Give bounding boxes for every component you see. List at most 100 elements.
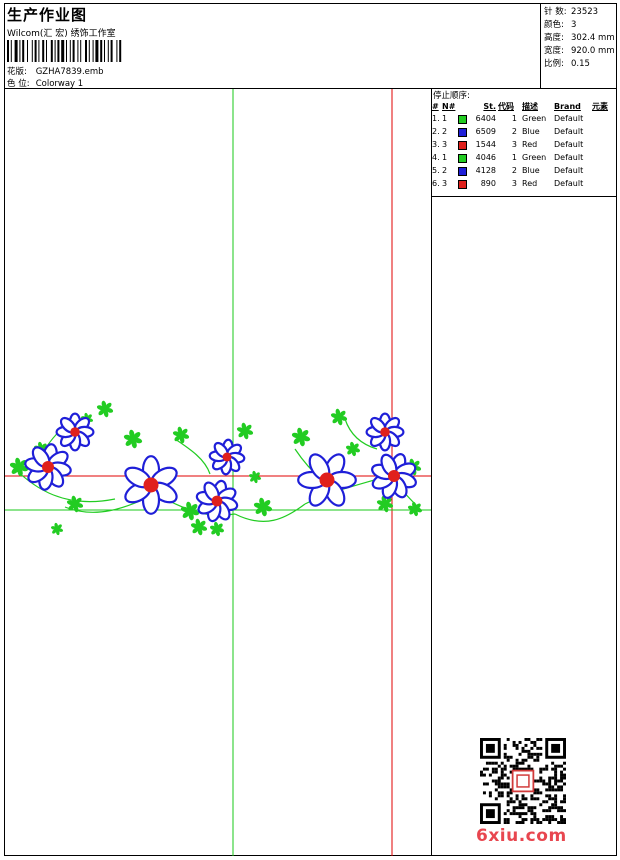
- qr-module: [500, 773, 504, 777]
- stop-code: 3: [511, 140, 517, 149]
- leaf-cluster: [376, 495, 394, 513]
- qr-module: [482, 791, 486, 795]
- stop-st: 6509: [457, 125, 497, 138]
- leaf: [412, 501, 417, 508]
- barcode-bar: [104, 40, 105, 62]
- leaf: [330, 413, 338, 418]
- colors-stat: 颜色: 3: [544, 18, 576, 30]
- page-title: 生产作业图: [7, 6, 88, 24]
- leaf: [191, 509, 200, 516]
- qr-module: [563, 773, 566, 777]
- leaf: [347, 449, 353, 455]
- qr-module: [515, 812, 519, 816]
- qr-module: [542, 809, 546, 813]
- qr-module: [503, 773, 507, 777]
- qr-module: [527, 764, 531, 768]
- leaf: [71, 495, 77, 503]
- leaf-cluster: [209, 521, 225, 537]
- leaf: [101, 400, 107, 408]
- qr-module: [497, 776, 501, 780]
- stop-row: 5. 2 4128 2 Blue Default: [431, 164, 617, 177]
- leaf: [246, 430, 254, 435]
- leaf: [214, 521, 219, 528]
- col-code: 代码: [498, 101, 514, 111]
- qr-module: [518, 761, 522, 765]
- barcode-bar: [77, 40, 79, 62]
- colors-value: 3: [571, 20, 577, 30]
- qr-module: [521, 761, 525, 765]
- qr-module: [521, 821, 525, 824]
- qr-module: [497, 764, 501, 768]
- stop-code: 2: [511, 127, 517, 136]
- qr-module: [530, 818, 534, 822]
- embroidery-design: [5, 89, 431, 856]
- qr-module: [545, 809, 549, 813]
- leaf: [76, 503, 84, 508]
- leaf: [103, 410, 109, 418]
- qr-module: [563, 821, 566, 824]
- qr-module: [536, 755, 540, 759]
- barcode-bar: [42, 40, 45, 62]
- qr-module: [551, 776, 555, 780]
- qr-module: [506, 803, 510, 807]
- qr-module: [509, 797, 513, 801]
- qr-module: [506, 776, 510, 780]
- qr-module: [557, 821, 561, 824]
- barcode-bar: [54, 40, 56, 62]
- qr-module: [524, 749, 528, 753]
- stop-desc: Red: [522, 140, 538, 149]
- leaf: [182, 434, 190, 439]
- qr-module: [548, 779, 552, 783]
- leaf: [200, 526, 208, 531]
- qr-module: [545, 815, 549, 819]
- qr-module: [533, 743, 537, 747]
- flower-center: [380, 427, 390, 437]
- flower-center: [388, 470, 400, 482]
- leaf: [172, 431, 180, 436]
- qr-module: [542, 800, 546, 804]
- qr-module: [554, 779, 558, 783]
- qr-module: [515, 821, 519, 824]
- qr-code: [480, 738, 566, 824]
- qr-module: [533, 812, 537, 816]
- leaf: [215, 530, 220, 537]
- page-frame: [4, 3, 617, 856]
- qr-module: [512, 800, 516, 804]
- qr-module: [518, 752, 522, 756]
- colorway-row: 色 位: Colorway 1: [7, 77, 83, 89]
- qr-module: [533, 806, 537, 810]
- qr-module: [524, 758, 528, 762]
- scale-value: 0.15: [571, 59, 590, 69]
- qr-module: [551, 785, 555, 789]
- barcode-bar: [110, 40, 113, 62]
- barcode-bar: [34, 40, 37, 62]
- barcode-bar: [7, 40, 9, 62]
- qr-module: [548, 818, 552, 822]
- stop-element: [591, 164, 617, 177]
- barcode-bar: [46, 40, 47, 62]
- qr-module: [521, 803, 525, 807]
- flower-center: [70, 427, 80, 437]
- color-swatch: [458, 153, 467, 163]
- qr-module: [509, 770, 513, 774]
- qr-module: [539, 776, 543, 780]
- stop-idx: 3.: [432, 140, 440, 149]
- leaf-center: [259, 503, 267, 511]
- qr-module: [515, 743, 519, 747]
- leaf: [217, 523, 223, 529]
- qr-module: [506, 794, 510, 798]
- height-label: 高度:: [544, 33, 564, 43]
- col-st: St.: [483, 101, 496, 111]
- qr-module: [497, 794, 501, 798]
- qr-module: [542, 782, 546, 786]
- qr-module: [524, 803, 528, 807]
- qr-module: [488, 773, 492, 777]
- qr-module: [521, 812, 525, 816]
- qr-module: [551, 815, 555, 819]
- qr-module: [536, 818, 540, 822]
- qr-module: [506, 782, 510, 786]
- qr-module: [536, 752, 540, 756]
- qr-module: [545, 818, 549, 822]
- qr-module: [503, 752, 507, 756]
- stats-box: 针 数: 23523 颜色: 3 高度: 302.4 mm 宽度: 920.0 mm 比…: [540, 3, 617, 89]
